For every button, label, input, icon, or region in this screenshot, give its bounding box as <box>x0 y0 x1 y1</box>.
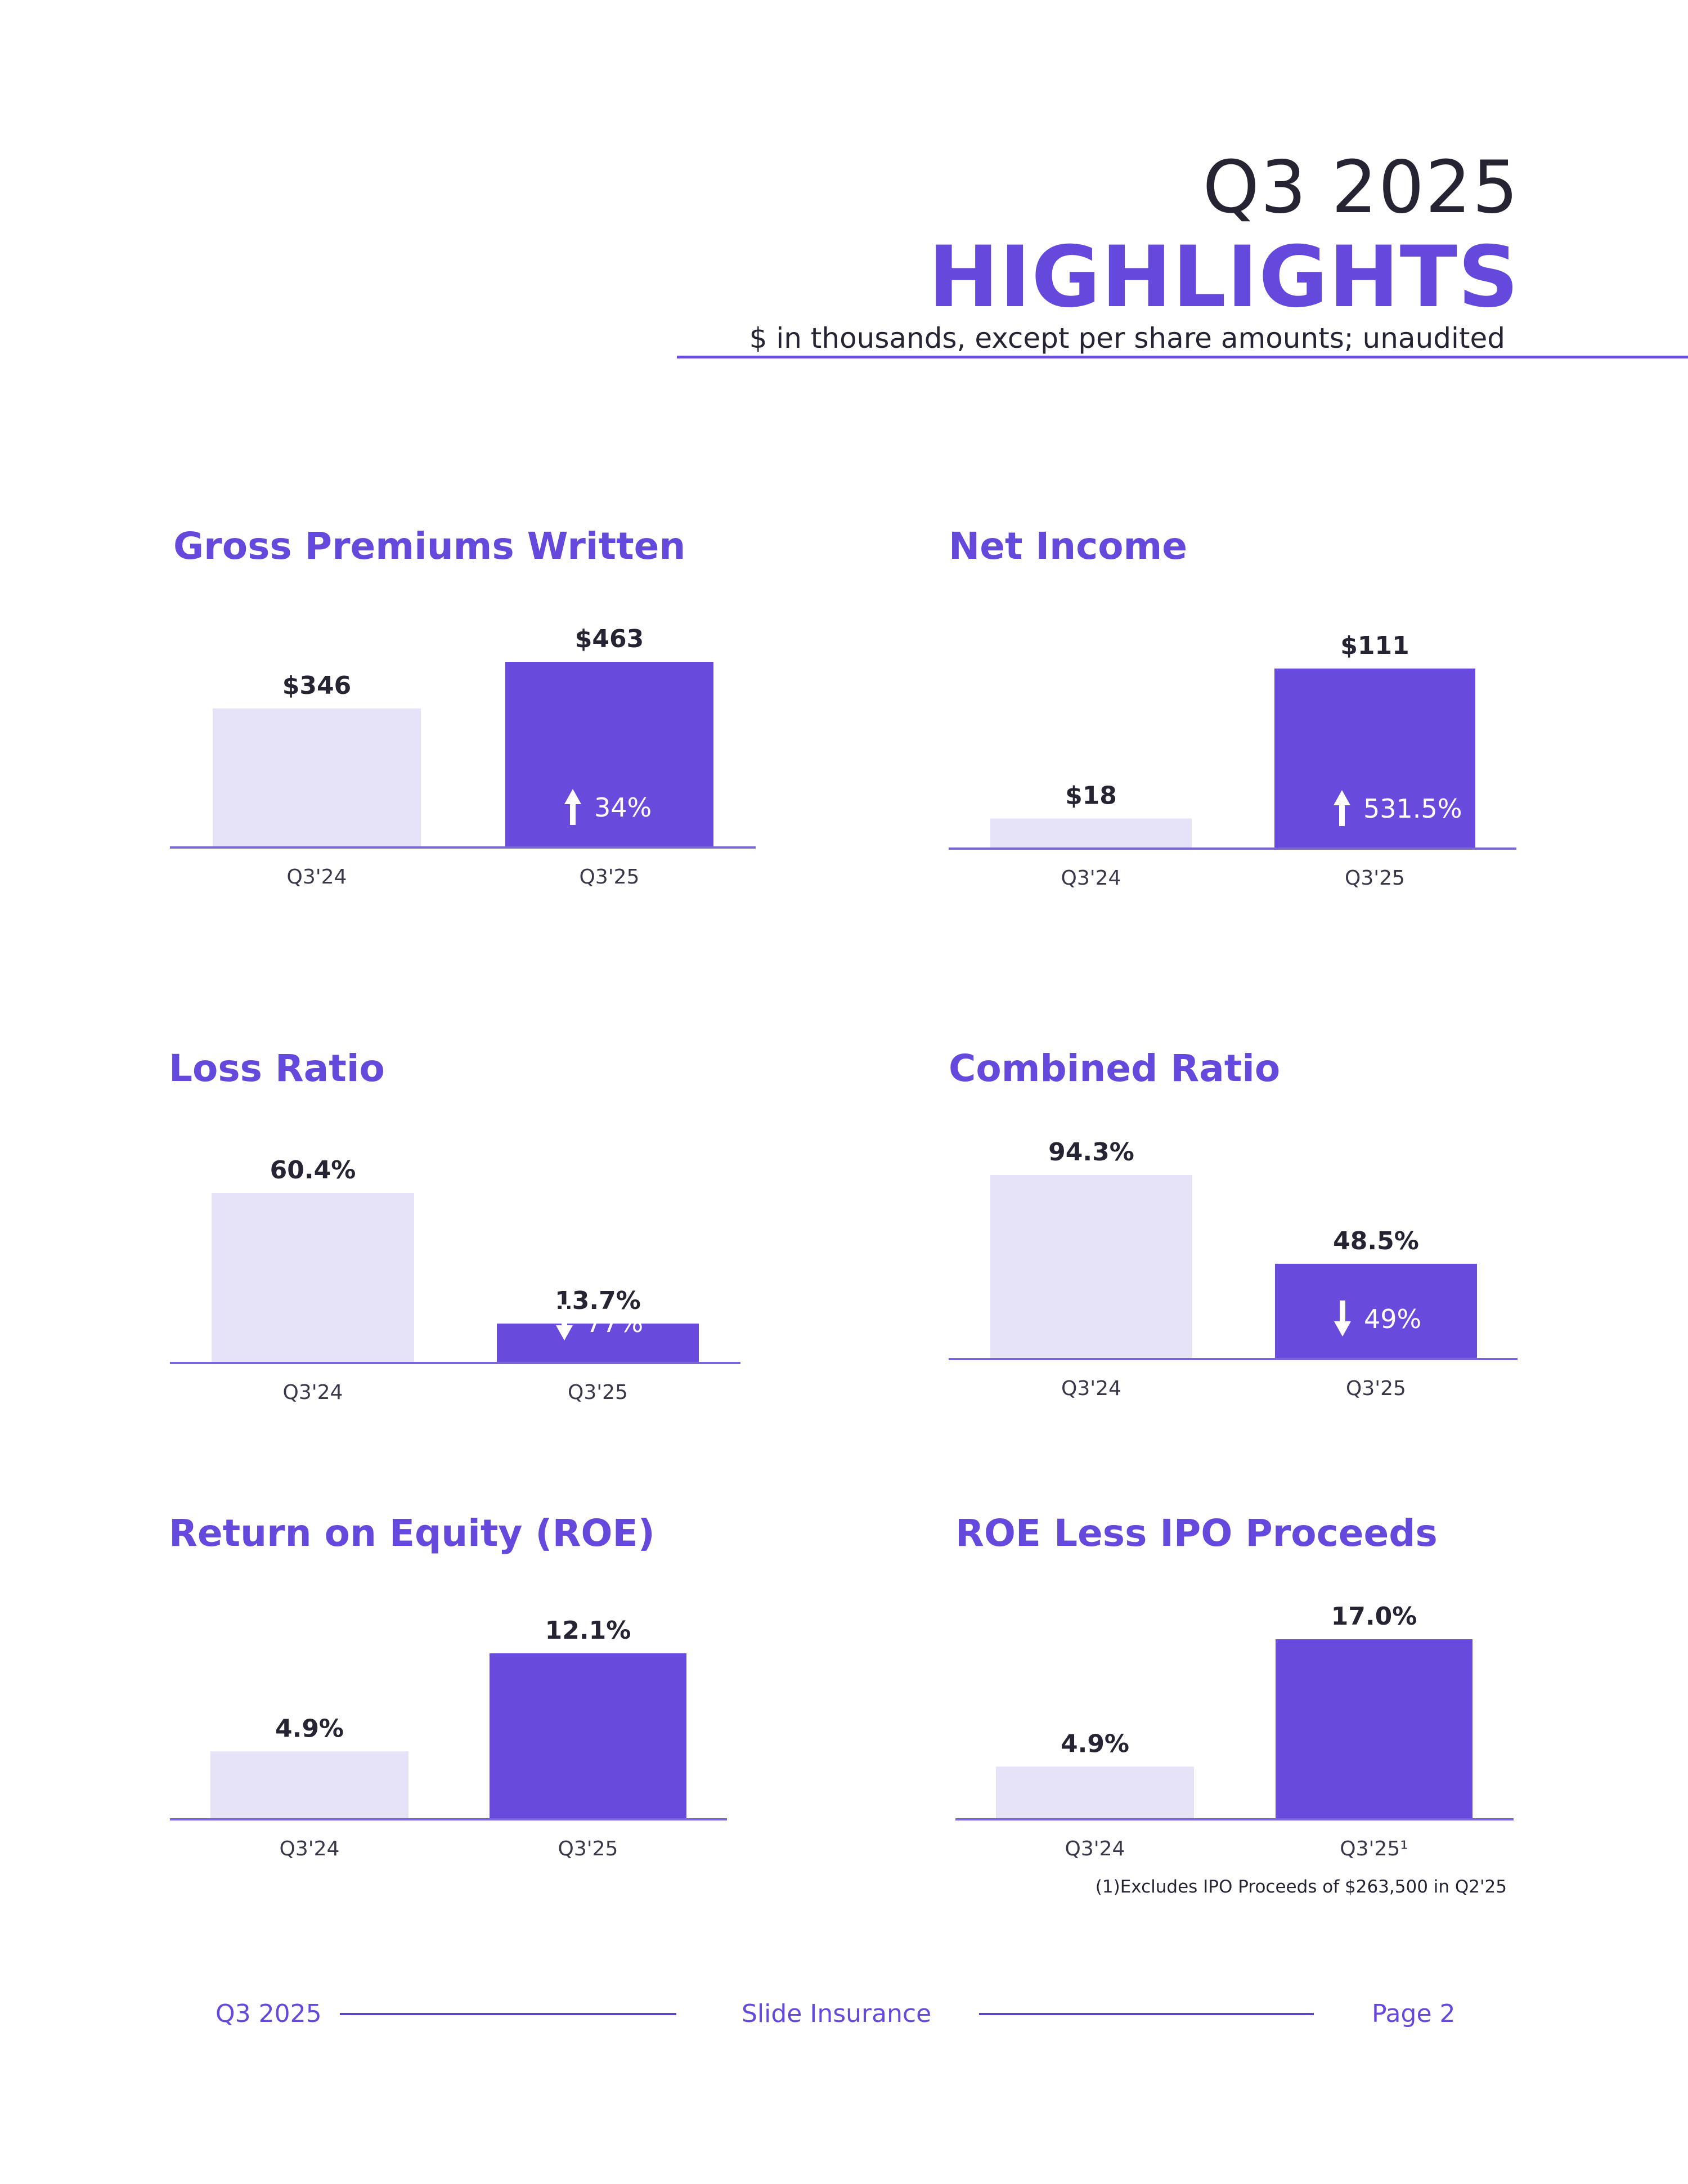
header-divider <box>677 356 1688 358</box>
chart-0-change-label: 34% <box>594 792 652 823</box>
chart-2-bar-1 <box>497 1323 699 1362</box>
chart-2-value-label-0: 60.4% <box>270 1156 356 1185</box>
chart-1-change-label: 531.5% <box>1363 793 1462 824</box>
chart-title-loss-ratio: Loss Ratio <box>169 1047 385 1090</box>
chart-5-category-label-0: Q3'24 <box>1065 1837 1125 1860</box>
footnote: (1)Excludes IPO Proceeds of $263,500 in … <box>1095 1877 1507 1897</box>
chart-title-combined-ratio: Combined Ratio <box>949 1047 1281 1090</box>
chart-1-value-label-0: $18 <box>1065 781 1117 810</box>
chart-1-value-label-1: $111 <box>1340 631 1409 660</box>
chart-1-category-label-1: Q3'25 <box>1345 867 1405 890</box>
chart-title-gross-premiums: Gross Premiums Written <box>173 524 686 568</box>
chart-4-value-label-1: 12.1% <box>545 1616 631 1645</box>
arrow-down-icon <box>556 1304 573 1340</box>
chart-4-category-label-0: Q3'24 <box>280 1837 340 1860</box>
chart-5-category-label-1: Q3'25¹ <box>1340 1837 1408 1860</box>
page-title: HIGHLIGHTS <box>928 228 1519 326</box>
chart-4-category-label-1: Q3'25 <box>558 1837 618 1860</box>
chart-2-bar-0 <box>212 1193 414 1362</box>
chart-5-bar-0 <box>996 1766 1194 1818</box>
chart-4-value-label-0: 4.9% <box>275 1714 344 1743</box>
chart-3-category-label-1: Q3'25 <box>1346 1377 1406 1400</box>
chart-0-value-label-0: $346 <box>282 671 351 700</box>
chart-5-bar-1 <box>1276 1639 1472 1818</box>
chart-2-category-label-1: Q3'25 <box>568 1381 628 1404</box>
chart-title-roe: Return on Equity (ROE) <box>169 1512 655 1555</box>
footer-page-number: Page 2 <box>1372 1999 1456 2028</box>
footer-period: Q3 2025 <box>216 1999 322 2028</box>
chart-1-category-label-0: Q3'24 <box>1061 867 1121 890</box>
header-period: Q3 2025 <box>1202 146 1519 230</box>
chart-3-change-label: 49% <box>1364 1304 1421 1334</box>
chart-3-value-label-1: 48.5% <box>1333 1227 1419 1255</box>
chart-0-value-label-1: $463 <box>575 625 644 653</box>
chart-5-value-label-1: 17.0% <box>1331 1602 1417 1631</box>
arrow-up-icon <box>564 789 581 825</box>
arrow-up-icon <box>1334 790 1350 826</box>
chart-title-roe-less-ipo: ROE Less IPO Proceeds <box>955 1512 1438 1555</box>
chart-0-category-label-0: Q3'24 <box>287 865 347 889</box>
chart-0-bar-1 <box>505 662 713 846</box>
header-subtitle: $ in thousands, except per share amounts… <box>749 322 1505 355</box>
chart-4-bar-0 <box>210 1751 408 1818</box>
chart-1-bar-1 <box>1274 669 1475 847</box>
chart-0-bar-0 <box>213 708 421 846</box>
chart-3-bar-0 <box>990 1175 1192 1358</box>
chart-title-net-income: Net Income <box>949 524 1188 568</box>
chart-3-category-label-0: Q3'24 <box>1061 1377 1121 1400</box>
chart-3-bar-1 <box>1275 1263 1477 1358</box>
chart-3-value-label-0: 94.3% <box>1048 1138 1134 1167</box>
chart-0-category-label-1: Q3'25 <box>580 865 640 889</box>
footer-divider-left <box>340 2013 676 2015</box>
footer-company: Slide Insurance <box>742 1999 932 2028</box>
chart-5-value-label-0: 4.9% <box>1061 1729 1129 1758</box>
chart-1-bar-0 <box>990 818 1192 847</box>
chart-2-change-label: 77% <box>586 1308 643 1338</box>
arrow-down-icon <box>1334 1300 1351 1337</box>
footer-divider-right <box>979 2013 1314 2015</box>
chart-2-value-label-1: 13.7% <box>555 1286 641 1315</box>
chart-4-bar-1 <box>490 1653 686 1818</box>
chart-2-category-label-0: Q3'24 <box>283 1381 343 1404</box>
